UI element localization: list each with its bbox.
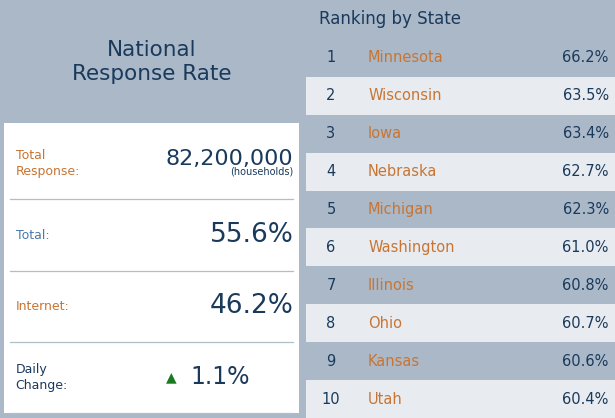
Text: Total
Response:: Total Response: (16, 149, 80, 178)
Text: National
Response Rate: National Response Rate (71, 40, 231, 84)
Text: 46.2%: 46.2% (210, 293, 293, 319)
Text: Kansas: Kansas (368, 354, 420, 369)
Text: 63.4%: 63.4% (563, 126, 609, 141)
Text: 60.7%: 60.7% (562, 316, 609, 331)
Text: 10: 10 (322, 392, 340, 407)
Text: 63.5%: 63.5% (563, 88, 609, 103)
Text: Michigan: Michigan (368, 202, 434, 217)
FancyBboxPatch shape (306, 0, 615, 39)
Text: Internet:: Internet: (16, 300, 69, 313)
FancyBboxPatch shape (306, 304, 615, 342)
Text: 8: 8 (327, 316, 336, 331)
Text: Washington: Washington (368, 240, 454, 255)
Text: 9: 9 (327, 354, 336, 369)
Text: Total:: Total: (16, 229, 49, 242)
Text: 55.6%: 55.6% (210, 222, 293, 248)
FancyBboxPatch shape (306, 77, 615, 115)
Text: 60.8%: 60.8% (563, 278, 609, 293)
Text: 62.3%: 62.3% (563, 202, 609, 217)
Text: 1.1%: 1.1% (191, 365, 250, 390)
Text: 61.0%: 61.0% (563, 240, 609, 255)
FancyBboxPatch shape (4, 123, 299, 413)
Text: Nebraska: Nebraska (368, 164, 437, 179)
Text: Ranking by State: Ranking by State (319, 10, 461, 28)
Text: Ohio: Ohio (368, 316, 402, 331)
Text: Utah: Utah (368, 392, 403, 407)
Text: 3: 3 (327, 126, 336, 141)
FancyBboxPatch shape (306, 228, 615, 266)
Text: Iowa: Iowa (368, 126, 402, 141)
Text: 6: 6 (327, 240, 336, 255)
FancyBboxPatch shape (306, 153, 615, 191)
FancyBboxPatch shape (306, 380, 615, 418)
Text: (households): (households) (230, 167, 293, 177)
Text: 66.2%: 66.2% (563, 50, 609, 65)
Text: ▲: ▲ (167, 370, 177, 385)
Text: Wisconsin: Wisconsin (368, 88, 442, 103)
Text: 4: 4 (327, 164, 336, 179)
Text: 82,200,000: 82,200,000 (166, 149, 293, 169)
Text: Minnesota: Minnesota (368, 50, 444, 65)
Text: 7: 7 (327, 278, 336, 293)
Text: 60.6%: 60.6% (563, 354, 609, 369)
Text: 5: 5 (327, 202, 336, 217)
Text: 60.4%: 60.4% (563, 392, 609, 407)
Text: 62.7%: 62.7% (562, 164, 609, 179)
Text: Daily
Change:: Daily Change: (16, 363, 68, 392)
Text: 1: 1 (327, 50, 336, 65)
Text: Illinois: Illinois (368, 278, 415, 293)
Text: 2: 2 (327, 88, 336, 103)
